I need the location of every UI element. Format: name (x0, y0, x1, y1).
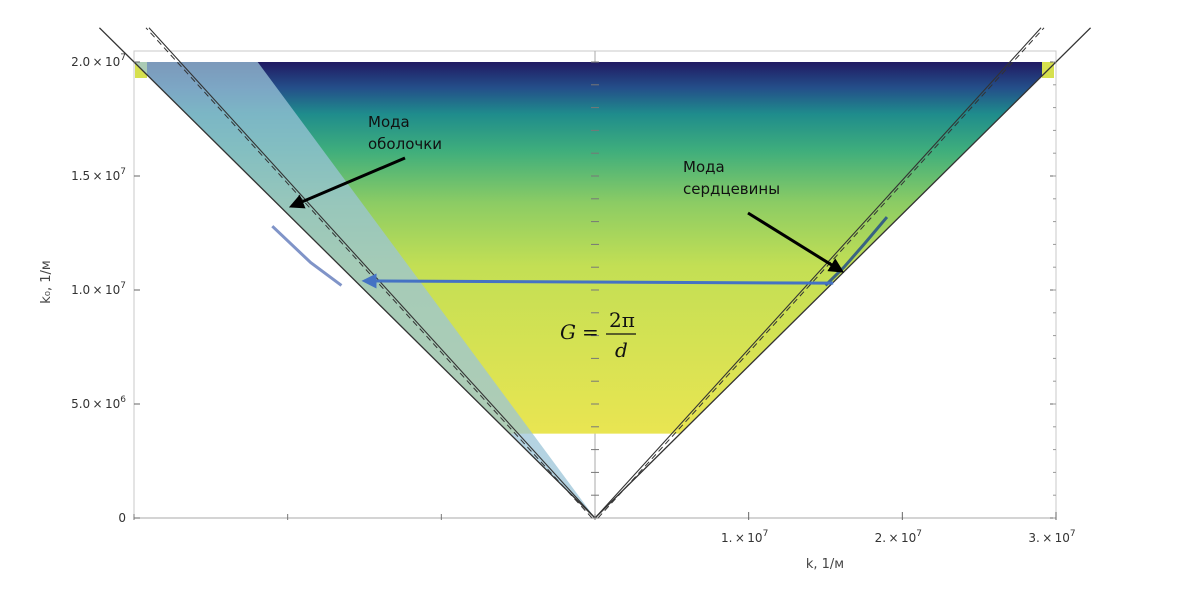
formula-numerator: 2π (609, 308, 635, 332)
cladding-mode-label-line1: Мода (368, 113, 410, 131)
x-tick-label: 1. × 107 (721, 529, 768, 545)
y-tick-exponent: 7 (120, 167, 126, 177)
core-mode-label-line2: сердцевины (683, 180, 780, 198)
formula-equals: = (582, 320, 599, 344)
y-tick-label: 0 (118, 511, 126, 525)
y-axis-label: k₀, 1/м (39, 260, 54, 303)
y-tick-label: 1.5 × 107 (71, 167, 126, 183)
x-tick-label: 3. × 107 (1028, 529, 1075, 545)
y-tick-label: 1.0 × 107 (71, 281, 126, 297)
y-tick-exponent: 7 (120, 53, 126, 63)
y-tick-exponent: 7 (120, 281, 126, 291)
cladding-mode-label-line2: оболочки (368, 135, 442, 153)
y-tick-label: 5.0 × 106 (71, 395, 126, 411)
y-tick-label: 2.0 × 107 (71, 53, 126, 69)
x-axis-label: k, 1/м (806, 557, 844, 572)
formula-denominator: d (615, 338, 628, 362)
core-mode-label-line1: Мода (683, 158, 725, 176)
x-tick-exponent: 7 (1070, 529, 1076, 539)
y-tick-exponent: 6 (120, 395, 126, 405)
x-tick-exponent: 7 (763, 529, 769, 539)
x-tick-label: 2. × 107 (875, 529, 922, 545)
formula-lhs: G (560, 320, 576, 344)
x-tick-exponent: 7 (916, 529, 922, 539)
